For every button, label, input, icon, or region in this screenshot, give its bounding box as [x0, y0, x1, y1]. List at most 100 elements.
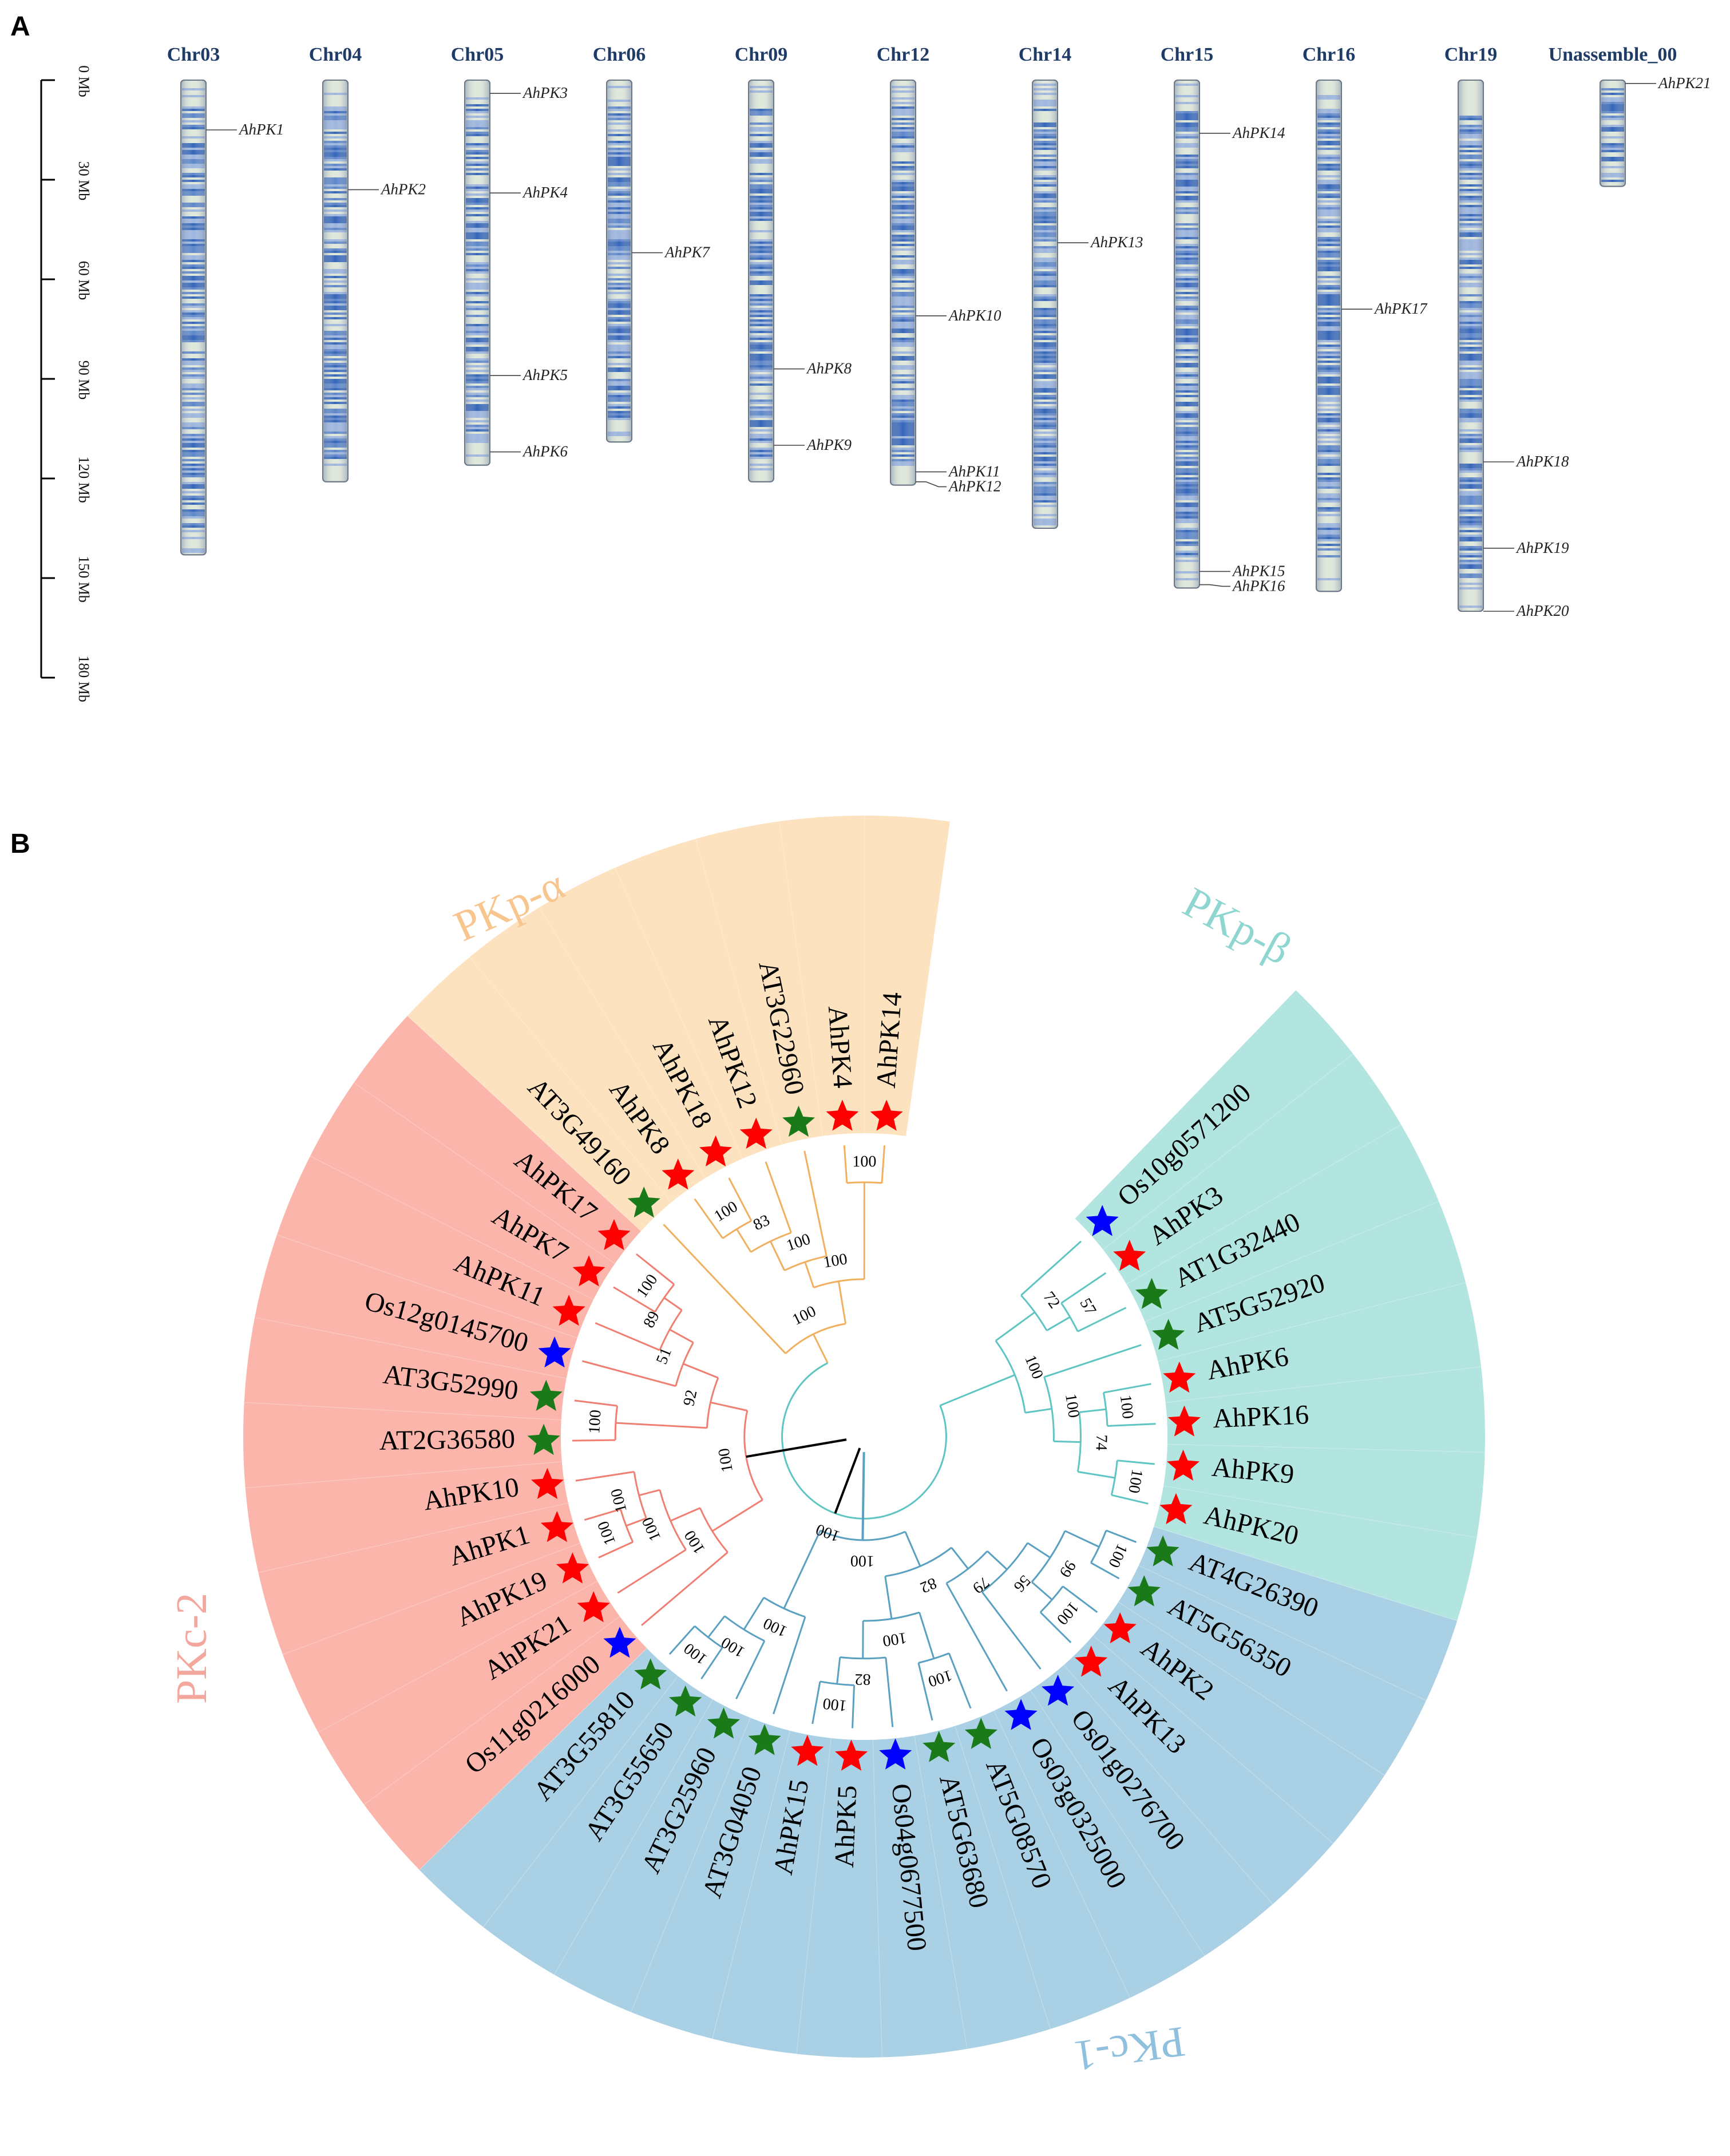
branch — [707, 1615, 726, 1638]
branch — [617, 1549, 687, 1594]
species-star-peanut — [1103, 1612, 1137, 1644]
branch — [669, 1328, 694, 1344]
branch — [636, 1253, 675, 1285]
branch — [951, 1547, 969, 1569]
branch — [1064, 1530, 1100, 1548]
bootstrap-value: 92 — [680, 1388, 700, 1407]
axis-tick-label: 60 Mb — [76, 261, 92, 300]
branch — [584, 1508, 621, 1521]
leaf-label: AhPK5 — [829, 1785, 863, 1868]
gene-label: AhPK9 — [806, 436, 852, 453]
branch — [1078, 1470, 1115, 1479]
branch — [811, 1681, 821, 1724]
branch — [581, 1360, 676, 1387]
species-star-arabidopsis — [634, 1658, 667, 1690]
branch — [1039, 1611, 1072, 1644]
bootstrap-value: 100 — [822, 1694, 848, 1714]
species-star-peanut — [1159, 1493, 1193, 1525]
leaf-label: AhPK14 — [871, 991, 908, 1089]
branch — [626, 1517, 647, 1527]
bootstrap-value: 82 — [855, 1670, 871, 1688]
branch-arc — [1102, 1392, 1109, 1426]
clade-sector-pkc_1 — [419, 1526, 1458, 2058]
species-star-peanut — [739, 1117, 773, 1149]
chromosome-name: Unassemble_00 — [1549, 44, 1677, 65]
branch — [981, 1591, 1042, 1670]
chromosome: Chr14 AhPK13 — [1019, 44, 1143, 529]
branch-arc — [633, 1471, 647, 1519]
species-star-arabidopsis — [923, 1731, 956, 1762]
species-star-peanut — [1075, 1645, 1108, 1677]
branch — [836, 1657, 841, 1684]
species-star-rice — [1004, 1699, 1038, 1730]
species-star-rice — [1042, 1675, 1075, 1706]
branch — [1046, 1316, 1071, 1331]
species-star-arabidopsis — [527, 1423, 560, 1455]
species-star-peanut — [835, 1739, 868, 1771]
branch — [773, 1616, 806, 1715]
branch — [598, 1541, 634, 1558]
gene-label: AhPK11 — [948, 462, 1000, 480]
bootstrap-value: 100 — [585, 1409, 604, 1434]
branch — [1044, 1344, 1142, 1378]
chromosome-name: Chr15 — [1161, 44, 1214, 65]
branch — [1054, 1440, 1081, 1443]
gene-label: AhPK7 — [664, 244, 710, 261]
clade-sector-pkp_alpha — [407, 815, 951, 1231]
axis-tick-label: 120 Mb — [76, 456, 92, 503]
branch — [639, 1489, 660, 1497]
gene-label: AhPK16 — [1232, 577, 1285, 594]
species-markers — [527, 1099, 1201, 1771]
chromosome-name: Chr12 — [877, 44, 930, 65]
branch-arc — [743, 1410, 763, 1501]
bootstrap-value: 100 — [822, 1250, 848, 1271]
branch — [769, 1241, 786, 1271]
axis-tick-label: 30 Mb — [76, 161, 92, 201]
gene-label: AhPK3 — [522, 84, 568, 101]
species-star-peanut — [597, 1219, 631, 1251]
bootstrap-value: 100 — [1117, 1394, 1137, 1420]
root-branch — [861, 1452, 865, 1541]
species-star-peanut — [662, 1158, 695, 1190]
chromosome: Chr06 AhPK7 — [593, 44, 710, 443]
branch — [1027, 1542, 1051, 1558]
chromosome: Chr16 AhPK17 — [1303, 44, 1428, 592]
species-star-rice — [538, 1336, 571, 1368]
species-star-rice — [879, 1738, 912, 1770]
species-star-rice — [1086, 1205, 1119, 1236]
branch — [948, 1653, 972, 1709]
chromosome: Chr09 AhPK8 AhPK9 — [735, 44, 852, 482]
branch — [663, 1224, 786, 1354]
chromosome-name: Chr14 — [1019, 44, 1072, 65]
branch — [668, 1625, 696, 1655]
leaf-label: AhPK4 — [822, 1005, 858, 1089]
species-star-peanut — [531, 1467, 564, 1499]
chromosome: Chr19 AhPK18 AhPK19 AhPK20 — [1444, 44, 1569, 619]
branch — [1107, 1423, 1156, 1427]
branch — [995, 1311, 1036, 1342]
chromosome-name: Chr16 — [1303, 44, 1356, 65]
branch — [735, 1640, 766, 1700]
leaf-label: AhPK16 — [1212, 1399, 1309, 1434]
species-star-rice — [603, 1627, 636, 1658]
chromosome-name: Chr19 — [1444, 44, 1498, 65]
branch — [945, 1583, 1008, 1692]
chromosome-name: Chr09 — [735, 44, 788, 65]
species-star-arabidopsis — [1127, 1575, 1161, 1607]
bootstrap-value: 100 — [1125, 1468, 1146, 1494]
branch — [572, 1439, 616, 1442]
branch-arc — [1039, 1585, 1064, 1613]
branch — [940, 1374, 1015, 1407]
branch — [736, 1228, 752, 1253]
branch-arc — [846, 1181, 882, 1184]
bootstrap-value: 100 — [852, 1153, 876, 1170]
branch — [1077, 1307, 1127, 1332]
gene-label: AhPK15 — [1232, 562, 1285, 579]
clade-sector-pkc_2 — [243, 1015, 647, 1870]
gene-label: AhPK21 — [1657, 74, 1711, 92]
root-branch — [746, 1438, 847, 1458]
branch — [1090, 1562, 1120, 1580]
